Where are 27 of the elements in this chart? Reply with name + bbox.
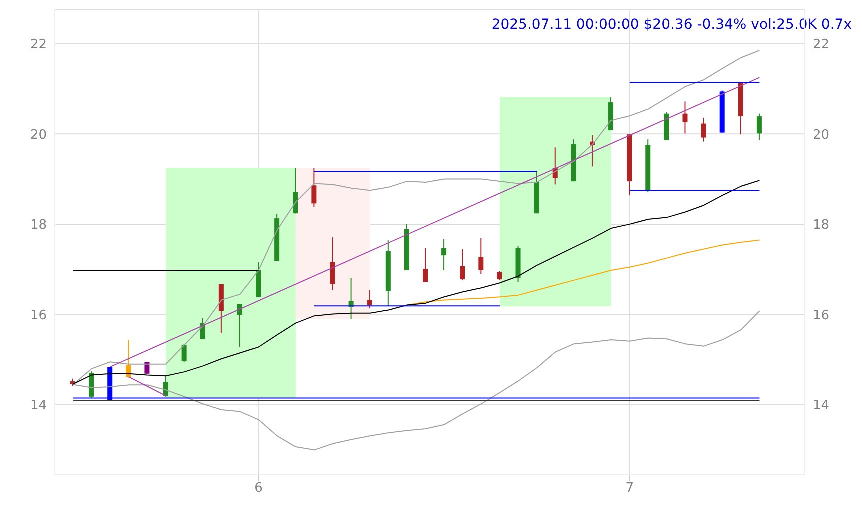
x-tick-label: 7 — [626, 481, 634, 496]
y-tick-label: 20 — [30, 128, 47, 143]
candlestick — [442, 238, 447, 271]
y-tick-label: 16 — [30, 308, 47, 324]
x-tick-label: 6 — [254, 481, 263, 496]
y2-tick-label: 18 — [813, 218, 830, 234]
candlestick — [330, 237, 336, 291]
text: 2025.07.11 00:00:00 $20.36 -0.34% vol:25.0K 0.7x — [492, 17, 852, 33]
candlestick — [682, 101, 688, 134]
candlestick — [293, 168, 298, 214]
candlestick — [312, 168, 317, 208]
y2-tick-label: 14 — [813, 398, 830, 414]
candlestick — [144, 362, 150, 374]
y2-tick-label: 20 — [813, 128, 830, 143]
y-tick-label: 14 — [30, 398, 47, 414]
candlestick — [497, 270, 502, 281]
candlestick — [756, 113, 762, 141]
y-tick-label: 22 — [30, 37, 47, 52]
candlestick — [460, 248, 466, 281]
candlestick — [182, 344, 187, 363]
candlestick — [423, 248, 428, 283]
candlestick — [478, 238, 484, 275]
y2-tick-label: 16 — [813, 308, 830, 324]
candlestick — [367, 290, 372, 309]
y-tick-label: 18 — [30, 218, 47, 234]
y2-tick-label: 22 — [813, 37, 830, 52]
candlestick — [701, 117, 706, 142]
